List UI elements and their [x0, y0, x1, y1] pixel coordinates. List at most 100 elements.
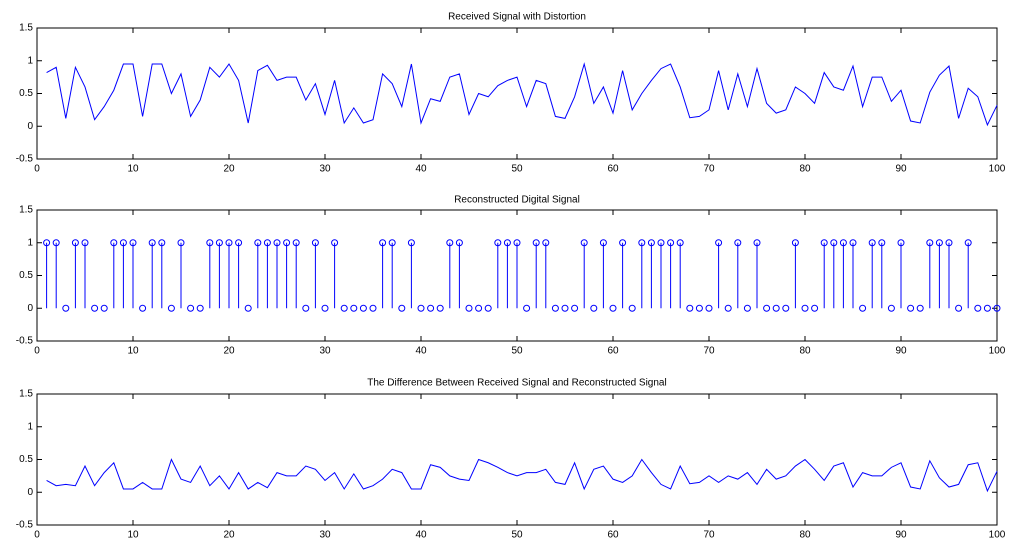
stem-marker: [743, 304, 751, 312]
stem-marker: [100, 304, 108, 312]
stem-marker: [417, 304, 425, 312]
x-tick-label: 10: [127, 530, 139, 541]
stem-marker: [148, 239, 156, 247]
stem-marker: [388, 239, 396, 247]
stem-marker: [379, 239, 387, 247]
stem-marker: [628, 304, 636, 312]
stem-marker: [983, 304, 991, 312]
x-tick-label: 0: [34, 346, 40, 357]
stem-marker: [484, 304, 492, 312]
x-tick-label: 30: [319, 530, 331, 541]
stem-marker: [62, 304, 70, 312]
stem-marker: [292, 239, 300, 247]
stem-marker: [110, 239, 118, 247]
y-tick-label: 1: [27, 421, 33, 432]
stem-marker: [974, 304, 982, 312]
stem-marker: [849, 239, 857, 247]
stem-marker: [139, 304, 147, 312]
x-tick-label: 80: [799, 346, 811, 357]
x-tick-label: 70: [703, 164, 715, 175]
stem-marker: [91, 304, 99, 312]
stem-marker: [945, 239, 953, 247]
stem-marker: [407, 239, 415, 247]
y-tick-label: 1: [27, 237, 33, 248]
y-tick-label: 1.5: [19, 205, 33, 216]
y-tick-label: 0.5: [19, 270, 33, 281]
x-tick-label: 40: [415, 346, 427, 357]
axes-box: [36, 27, 998, 160]
stem-marker: [177, 239, 185, 247]
stem-marker: [638, 239, 646, 247]
subplot-title: Reconstructed Digital Signal: [454, 195, 580, 206]
x-tick-label: 10: [127, 346, 139, 357]
subplot-title: Received Signal with Distortion: [448, 12, 586, 23]
stem-marker: [350, 304, 358, 312]
x-tick-label: 30: [319, 346, 331, 357]
stem-marker: [724, 304, 732, 312]
stem-marker: [215, 239, 223, 247]
x-tick-label: 100: [989, 530, 1006, 541]
x-tick-label: 90: [895, 346, 907, 357]
stem-marker: [667, 239, 675, 247]
stem-marker: [590, 304, 598, 312]
x-tick-label: 0: [34, 164, 40, 175]
y-tick-label: 1.5: [19, 389, 33, 400]
stem-marker: [782, 304, 790, 312]
stem-marker: [196, 304, 204, 312]
x-tick-label: 50: [511, 346, 523, 357]
stem-marker: [359, 304, 367, 312]
stem-marker: [532, 239, 540, 247]
stem-marker: [225, 239, 233, 247]
x-tick-label: 50: [511, 164, 523, 175]
y-tick-label: 0.5: [19, 454, 33, 465]
stem-marker: [599, 239, 607, 247]
stem-marker: [878, 239, 886, 247]
stem-marker: [167, 304, 175, 312]
stem-marker: [254, 239, 262, 247]
stem-marker: [926, 239, 934, 247]
stem-marker: [695, 304, 703, 312]
stem-marker: [71, 239, 79, 247]
y-tick-label: 0: [27, 303, 33, 314]
stem-marker: [187, 304, 195, 312]
stem-marker: [465, 304, 473, 312]
stem-marker: [235, 239, 243, 247]
x-tick-label: 50: [511, 530, 523, 541]
stem-marker: [609, 304, 617, 312]
stem-marker: [734, 239, 742, 247]
stem-marker: [513, 239, 521, 247]
stem-marker: [446, 239, 454, 247]
stem-marker: [436, 304, 444, 312]
stem-marker: [43, 239, 51, 247]
y-tick-label: -0.5: [16, 154, 34, 165]
stem-marker: [676, 239, 684, 247]
stem-marker: [311, 239, 319, 247]
y-tick-label: 0.5: [19, 88, 33, 99]
y-tick-label: 0: [27, 121, 33, 132]
stem-marker: [427, 304, 435, 312]
stem-marker: [955, 304, 963, 312]
stem-marker: [273, 239, 281, 247]
stem-marker: [52, 239, 60, 247]
x-tick-label: 100: [989, 164, 1006, 175]
x-tick-label: 60: [607, 164, 619, 175]
stem-marker: [551, 304, 559, 312]
stem-marker: [868, 239, 876, 247]
stem-marker: [206, 239, 214, 247]
stem-marker: [791, 239, 799, 247]
stem-marker: [129, 239, 137, 247]
x-tick-label: 100: [989, 346, 1006, 357]
stem-marker: [753, 239, 761, 247]
x-tick-label: 80: [799, 164, 811, 175]
x-tick-label: 30: [319, 164, 331, 175]
stem-marker: [571, 304, 579, 312]
stem-marker: [935, 239, 943, 247]
stem-marker: [887, 304, 895, 312]
stem-marker: [897, 239, 905, 247]
stem-marker: [820, 239, 828, 247]
stem-marker: [523, 304, 531, 312]
stem-marker: [657, 239, 665, 247]
stem-marker: [542, 239, 550, 247]
x-tick-label: 80: [799, 530, 811, 541]
x-tick-label: 90: [895, 530, 907, 541]
